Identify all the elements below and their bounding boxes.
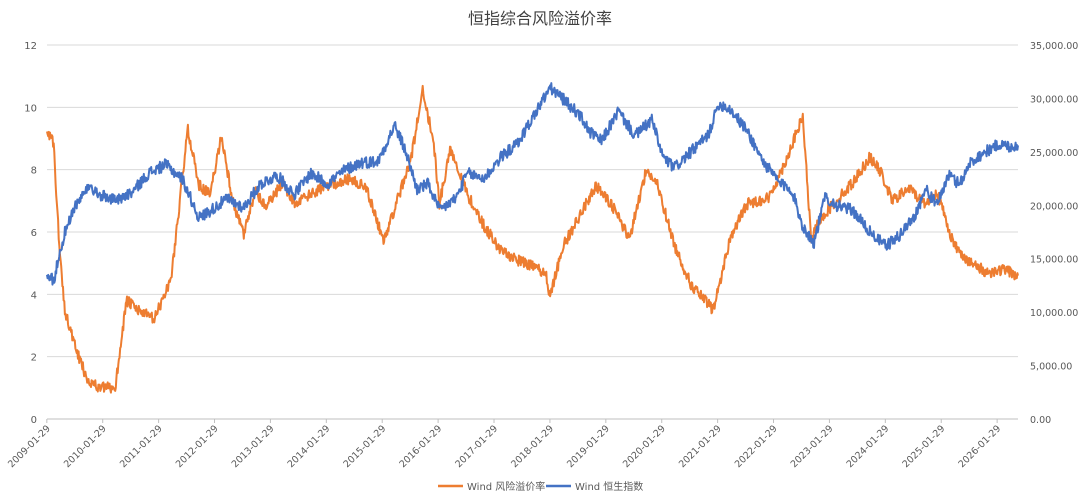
left-y-tick-label: 0 bbox=[31, 415, 37, 426]
x-tick-label: 2020-01-29 bbox=[621, 423, 668, 470]
legend-label: Wind 恒生指数 bbox=[575, 480, 643, 493]
right-y-tick-label: 10,000.00 bbox=[1030, 308, 1078, 319]
right-y-tick-label: 20,000.00 bbox=[1030, 201, 1078, 212]
x-tick-label: 2013-01-29 bbox=[230, 423, 277, 470]
x-tick-label: 2009-01-29 bbox=[6, 423, 53, 470]
legend: Wind 风险溢价率 Wind 恒生指数 bbox=[438, 480, 643, 493]
x-tick-label: 2025-01-29 bbox=[901, 423, 948, 470]
hang-seng-series-line bbox=[46, 82, 1019, 286]
left-y-tick-label: 8 bbox=[31, 166, 37, 177]
x-tick-label: 2022-01-29 bbox=[733, 423, 780, 470]
right-y-tick-label: 35,000.00 bbox=[1030, 41, 1078, 52]
x-tick-label: 2021-01-29 bbox=[677, 423, 724, 470]
right-y-tick-label: 15,000.00 bbox=[1030, 255, 1078, 266]
x-tick-label: 2011-01-29 bbox=[118, 423, 165, 470]
x-tick-label: 2016-01-29 bbox=[397, 423, 444, 470]
x-tick-label: 2017-01-29 bbox=[453, 423, 500, 470]
x-tick-label: 2018-01-29 bbox=[509, 423, 556, 470]
right-y-tick-label: 25,000.00 bbox=[1030, 148, 1078, 159]
left-y-tick-label: 4 bbox=[31, 290, 37, 301]
x-tick-label: 2015-01-29 bbox=[342, 423, 389, 470]
left-y-tick-label: 2 bbox=[31, 353, 37, 364]
gridlines bbox=[47, 44, 1018, 420]
right-y-axis: 0.00 5,000.00 10,000.00 15,000.00 20,000.00 2… bbox=[1030, 41, 1078, 426]
series-lines bbox=[46, 82, 1019, 394]
x-axis: 2009-01-29 2010-01-29 2011-01-29 2012-01-29… bbox=[6, 418, 1018, 470]
x-tick-label: 2019-01-29 bbox=[565, 423, 612, 470]
x-tick-label: 2014-01-29 bbox=[286, 423, 333, 470]
x-tick-label: 2024-01-29 bbox=[845, 423, 892, 470]
left-y-tick-label: 12 bbox=[24, 41, 37, 52]
x-tick-label: 2026-01-29 bbox=[956, 423, 1003, 470]
x-tick-label: 2010-01-29 bbox=[62, 423, 109, 470]
legend-label: Wind 风险溢价率 bbox=[467, 480, 545, 493]
risk-premium-series-line bbox=[46, 84, 1019, 394]
right-y-tick-label: 5,000.00 bbox=[1030, 362, 1072, 373]
x-tick-label: 2012-01-29 bbox=[174, 423, 221, 470]
right-y-tick-label: 0.00 bbox=[1030, 415, 1051, 426]
right-y-tick-label: 30,000.00 bbox=[1030, 94, 1078, 105]
left-y-tick-label: 6 bbox=[31, 228, 37, 239]
x-tick-label: 2023-01-29 bbox=[789, 423, 836, 470]
chart-title: 恒指综合风险溢价率 bbox=[468, 9, 612, 28]
left-y-tick-label: 10 bbox=[24, 103, 37, 114]
left-y-axis: 0 2 4 6 8 10 12 bbox=[24, 41, 37, 426]
